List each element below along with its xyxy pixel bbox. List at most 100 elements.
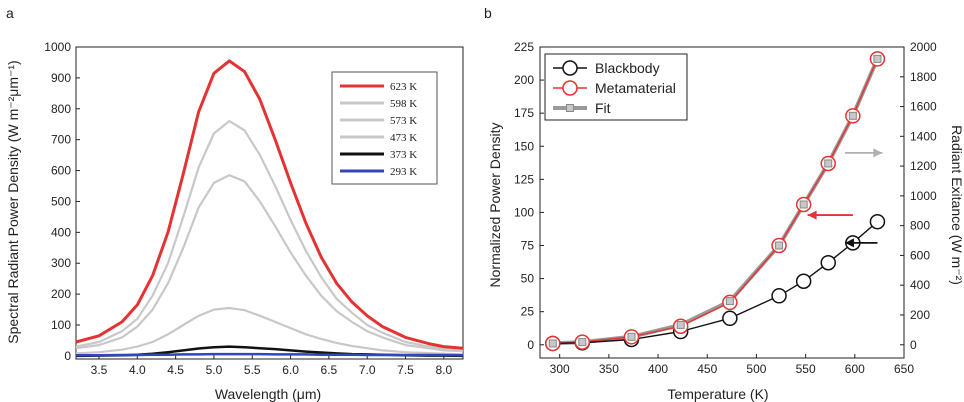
series-line-473k	[75, 306, 464, 356]
y-tick-label: 200	[514, 73, 534, 87]
legend-label: 598 K	[390, 98, 417, 110]
x-tick-label: 400	[648, 362, 668, 376]
y2-tick-label: 1800	[910, 70, 937, 84]
y2-tick-label: 1400	[910, 129, 937, 143]
y-tick-label: 500	[51, 194, 71, 208]
legend-label: 623 K	[390, 81, 417, 93]
x-tick-label: 5.0	[206, 363, 223, 377]
y-tick-label: 300	[51, 256, 71, 270]
x-tick-label: 4.5	[167, 363, 184, 377]
legend-label: 573 K	[390, 115, 417, 127]
series-line-metamaterial	[552, 58, 879, 345]
y-tick-label: 150	[514, 139, 534, 153]
panel-b: 300 350 400 450 500 550 600 650 0 25 50 75 100 125 150…	[514, 40, 937, 376]
arrow-blackbody-left-axis-head	[844, 238, 854, 248]
y-tick-label: 50	[521, 272, 535, 286]
x-tick-label: 550	[796, 362, 816, 376]
x-tick-label: 300	[550, 362, 570, 376]
marker-fit	[799, 200, 808, 209]
x-tick-label: 350	[599, 362, 619, 376]
y2-tick-label: 800	[910, 219, 930, 233]
y-tick-label: 175	[514, 106, 534, 120]
y-tick-label: 125	[514, 172, 534, 186]
panel-label-b: b	[484, 5, 492, 21]
y-tick-label: 900	[51, 71, 71, 85]
marker-fit	[848, 111, 857, 120]
x-tick-label: 7.5	[397, 363, 414, 377]
x-tick-label: 6.5	[321, 363, 338, 377]
panel-b-xlabel: Temperature (K)	[667, 386, 768, 402]
arrow-fit-right-axis-head	[873, 148, 883, 158]
y2-tick-label: 600	[910, 248, 930, 262]
y-tick-label: 600	[51, 164, 71, 178]
series-line-293k	[76, 352, 464, 357]
y-tick-label: 0	[527, 338, 534, 352]
x-tick-label: 4.0	[129, 363, 146, 377]
series-line-598k	[75, 119, 464, 351]
marker-blackbody	[820, 254, 836, 271]
y-tick-label: 100	[51, 318, 71, 332]
y-tick-label: 700	[51, 133, 71, 147]
x-tick-label: 7.0	[359, 363, 376, 377]
legend-swatch-marker	[562, 80, 578, 96]
marker-blackbody	[795, 273, 812, 289]
y-tick-label: 225	[514, 40, 534, 54]
series-line-623k	[75, 59, 464, 350]
marker-blackbody	[722, 310, 738, 327]
y2-tick-label: 400	[910, 278, 930, 292]
y-tick-label: 800	[51, 102, 71, 116]
y2-tick-label: 1200	[910, 159, 937, 173]
legend-swatch-marker	[562, 60, 578, 76]
plot-frame	[75, 46, 464, 360]
plot-frame	[539, 46, 905, 359]
panel-a-ylabel: Spectral Radiant Power Density (W m⁻²μm⁻…	[5, 60, 21, 343]
series-line-573k	[75, 174, 464, 353]
y2-tick-label: 1000	[910, 189, 937, 203]
legend-label: Blackbody	[595, 60, 660, 76]
y2-tick-label: 2000	[910, 40, 937, 54]
y-tick-label: 25	[521, 305, 535, 319]
marker-fit	[548, 339, 557, 348]
legend	[331, 71, 438, 185]
legend-label: 473 K	[390, 132, 417, 144]
marker-fit	[824, 159, 833, 168]
legend-label: Fit	[595, 100, 611, 116]
panel-a: 3.5 4.0 4.5 5.0 5.5 6.0 6.5 7.0 7.5 8.0 0 100 200 300…	[44, 40, 464, 377]
x-tick-label: 6.0	[282, 363, 299, 377]
marker-fit	[873, 54, 882, 63]
y-tick-label: 200	[51, 287, 71, 301]
panel-label-a: a	[6, 5, 14, 21]
marker-blackbody	[771, 288, 787, 304]
x-tick-label: 5.5	[244, 363, 261, 377]
legend-label: 293 K	[390, 166, 417, 178]
y2-tick-label: 0	[910, 338, 917, 352]
y-tick-label: 1000	[44, 40, 71, 54]
x-tick-label: 450	[697, 362, 717, 376]
x-tick-label: 500	[746, 362, 766, 376]
y2-tick-label: 200	[910, 308, 930, 322]
marker-fit	[627, 332, 636, 341]
marker-fit	[775, 241, 784, 250]
marker-blackbody	[869, 213, 886, 230]
y2-tick-label: 1600	[910, 100, 937, 114]
x-tick-label: 650	[894, 362, 914, 376]
marker-fit	[676, 320, 685, 329]
series-line-blackbody	[552, 221, 878, 345]
legend-label: 373 K	[390, 149, 417, 161]
y-tick-label: 75	[521, 239, 535, 253]
marker-fit	[725, 297, 734, 306]
y-tick-label: 100	[514, 205, 534, 219]
x-tick-label: 600	[845, 362, 865, 376]
y-tick-label: 400	[51, 225, 71, 239]
panel-b-y2label: Radiant Exitance (W m⁻²)	[949, 125, 964, 285]
x-tick-label: 8.0	[435, 363, 452, 377]
panel-a-xlabel: Wavelength (μm)	[215, 386, 321, 402]
x-tick-label: 3.5	[91, 363, 108, 377]
y-tick-label: 0	[64, 349, 71, 363]
legend-swatch-marker	[566, 104, 574, 112]
arrow-metamaterial-left-axis-head	[807, 210, 817, 220]
panel-b-ylabel: Normalized Power Density	[487, 123, 503, 288]
marker-fit	[578, 338, 587, 347]
legend-label: Metamaterial	[595, 80, 676, 96]
